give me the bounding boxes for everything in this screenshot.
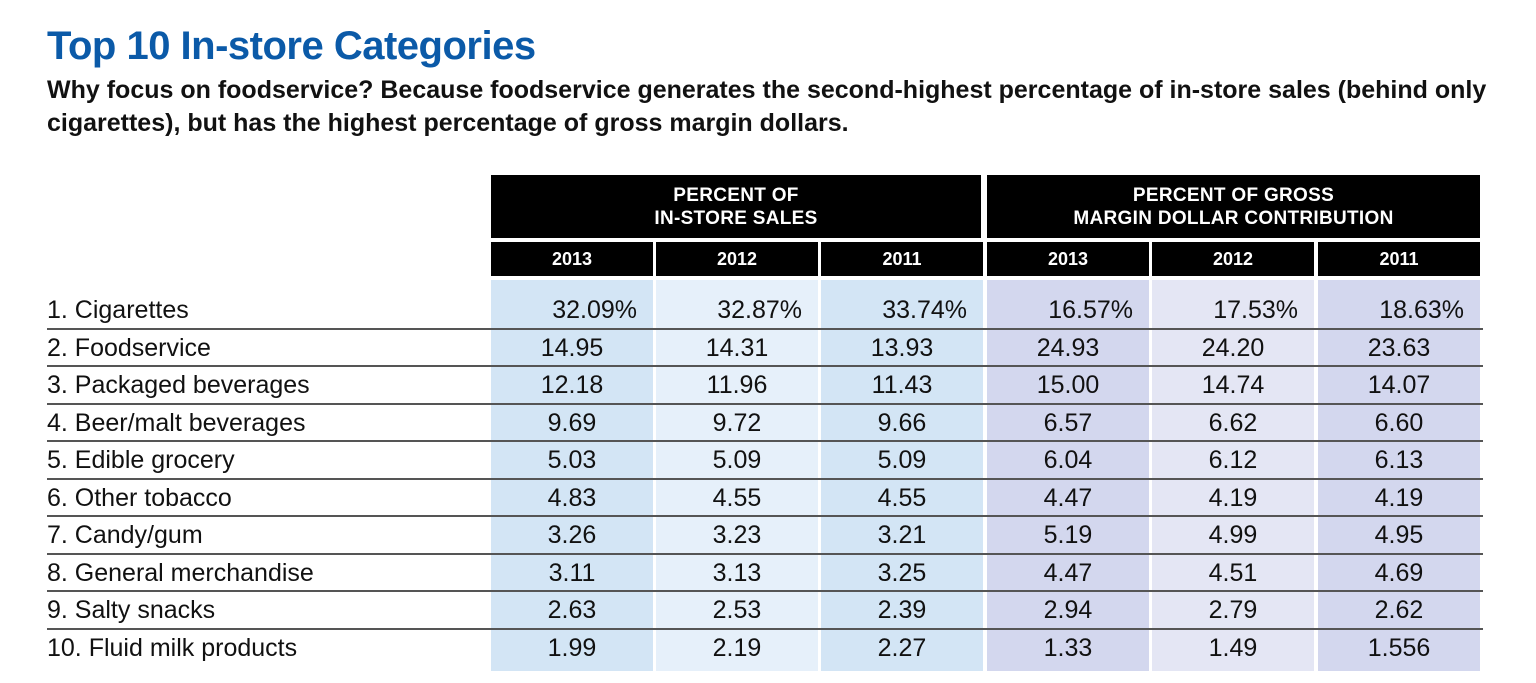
table-cell: 2.79: [1208, 596, 1258, 624]
table-cell: 16.57%: [1048, 296, 1133, 324]
table-cell: 9.69: [547, 409, 597, 437]
table-cell: 11.43: [871, 371, 933, 399]
table-cell: 1.33: [1043, 634, 1093, 662]
table-cell: 24.20: [1201, 334, 1265, 362]
row-label: 7. Candy/gum: [47, 521, 203, 549]
table-cell: 1.99: [547, 634, 597, 662]
table-cell: 4.99: [1208, 521, 1258, 549]
table-cell: 2.39: [877, 596, 927, 624]
table-cell: 5.09: [877, 446, 927, 474]
table-cell: 3.26: [547, 521, 597, 549]
year-header: 2013: [987, 242, 1149, 276]
table-cell: 2.62: [1374, 596, 1424, 624]
group-header-line: IN-STORE SALES: [654, 207, 818, 229]
group-header-line: PERCENT OF GROSS: [1132, 184, 1335, 206]
row-divider: [47, 628, 1483, 630]
row-divider: [47, 440, 1483, 442]
table-cell: 2.94: [1043, 596, 1093, 624]
table-cell: 2.63: [547, 596, 597, 624]
row-label: 9. Salty snacks: [47, 596, 216, 624]
table-cell: 6.13: [1374, 446, 1424, 474]
table-cell: 4.55: [712, 484, 762, 512]
table-cell: 3.13: [712, 559, 762, 587]
table-cell: 5.09: [712, 446, 762, 474]
table-cell: 4.51: [1208, 559, 1258, 587]
year-header: 2013: [491, 242, 653, 276]
table-cell: 33.74%: [882, 296, 967, 324]
table-cell: 24.93: [1036, 334, 1100, 362]
table-cell: 3.23: [712, 521, 762, 549]
table-cell: 11.96: [706, 371, 768, 399]
year-header: 2012: [656, 242, 818, 276]
table-cell: 4.69: [1374, 559, 1424, 587]
column-group-header: PERCENT OF IN-STORE SALES: [491, 175, 981, 238]
table-cell: 6.12: [1208, 446, 1258, 474]
table-cell: 32.09%: [552, 296, 637, 324]
table-cell: 14.95: [540, 334, 604, 362]
row-label: 10. Fluid milk products: [47, 634, 298, 662]
row-divider: [47, 403, 1483, 405]
table-cell: 18.63%: [1379, 296, 1464, 324]
table-cell: 4.95: [1374, 521, 1424, 549]
table-cell: 12.18: [540, 371, 604, 399]
group-header-line: MARGIN DOLLAR CONTRIBUTION: [1073, 207, 1394, 229]
table-cell: 1.49: [1208, 634, 1258, 662]
column-background: [1318, 280, 1480, 671]
table-cell: 3.25: [877, 559, 927, 587]
table-cell: 4.19: [1374, 484, 1424, 512]
table-cell: 6.57: [1043, 409, 1093, 437]
table-cell: 4.83: [547, 484, 597, 512]
table-cell: 23.63: [1367, 334, 1431, 362]
group-header-line: PERCENT OF: [673, 184, 799, 206]
table-cell: 6.04: [1043, 446, 1093, 474]
table-cell: 2.19: [712, 634, 762, 662]
row-label: 6. Other tobacco: [47, 484, 232, 512]
page-subtitle: Why focus on foodservice? Because foodse…: [47, 76, 1487, 137]
row-divider: [47, 478, 1483, 480]
column-background: [987, 280, 1149, 671]
table-cell: 6.60: [1374, 409, 1424, 437]
row-label: 4. Beer/malt beverages: [47, 409, 306, 437]
column-background: [821, 280, 983, 671]
table-cell: 9.72: [712, 409, 762, 437]
column-background: [491, 280, 653, 671]
table-cell: 17.53%: [1213, 296, 1298, 324]
table-cell: 6.62: [1208, 409, 1258, 437]
table-cell: 2.27: [877, 634, 927, 662]
table-cell: 14.31: [705, 334, 769, 362]
column-background: [1152, 280, 1314, 671]
row-divider: [47, 328, 1483, 330]
row-label: 1. Cigarettes: [47, 296, 189, 324]
table-cell: 1.556: [1367, 634, 1431, 662]
table-cell: 9.66: [877, 409, 927, 437]
table-cell: 4.47: [1043, 484, 1093, 512]
year-header: 2011: [821, 242, 983, 276]
table-cell: 3.11: [548, 559, 596, 587]
table-cell: 3.21: [877, 521, 927, 549]
table-cell: 5.19: [1043, 521, 1093, 549]
row-divider: [47, 553, 1483, 555]
table-cell: 14.74: [1201, 371, 1265, 399]
row-divider: [47, 365, 1483, 367]
year-header: 2011: [1318, 242, 1480, 276]
column-group-header: PERCENT OF GROSS MARGIN DOLLAR CONTRIBUTI…: [987, 175, 1480, 238]
column-background: [656, 280, 818, 671]
table-cell: 4.55: [877, 484, 927, 512]
row-label: 5. Edible grocery: [47, 446, 235, 474]
table-cell: 2.53: [712, 596, 762, 624]
page-title: Top 10 In-store Categories: [47, 24, 536, 68]
table-cell: 14.07: [1367, 371, 1431, 399]
table-cell: 13.93: [870, 334, 934, 362]
table-cell: 4.19: [1208, 484, 1258, 512]
row-label: 2. Foodservice: [47, 334, 211, 362]
table-cell: 15.00: [1036, 371, 1100, 399]
table-cell: 4.47: [1043, 559, 1093, 587]
row-label: 8. General merchandise: [47, 559, 314, 587]
row-label: 3. Packaged beverages: [47, 371, 310, 399]
table-cell: 32.87%: [717, 296, 802, 324]
row-divider: [47, 590, 1483, 592]
year-header: 2012: [1152, 242, 1314, 276]
row-divider: [47, 515, 1483, 517]
table-cell: 5.03: [547, 446, 597, 474]
